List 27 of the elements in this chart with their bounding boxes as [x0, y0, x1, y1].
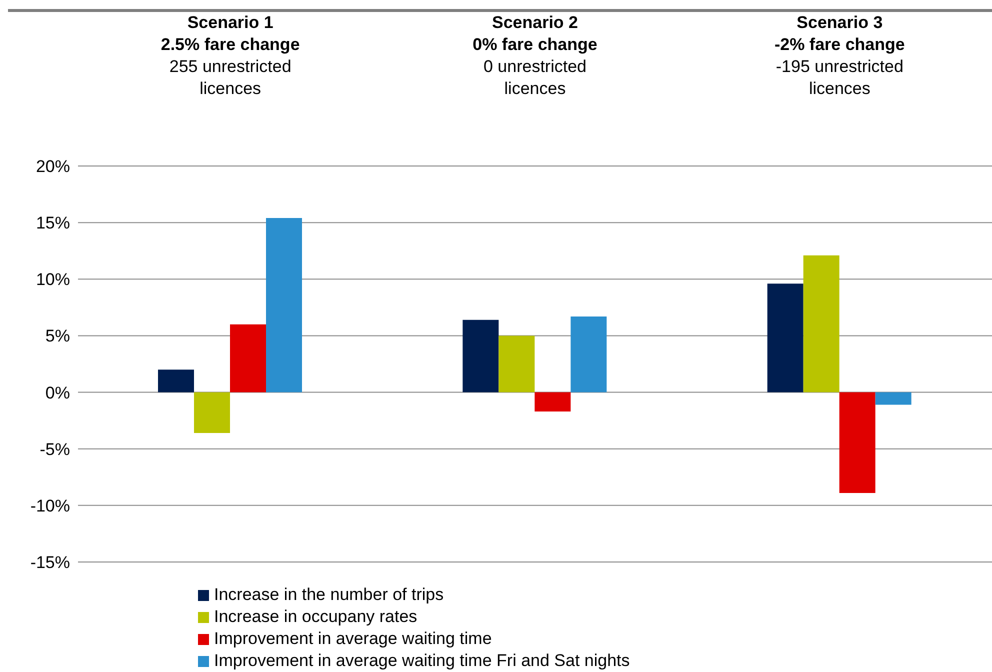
bar	[570, 316, 607, 392]
bar	[839, 392, 876, 493]
bar	[767, 284, 804, 392]
bar	[462, 320, 499, 392]
x-tick-label: Scenario 3 -2% fare change -195 unrestricted licences	[774, 13, 905, 98]
bar	[534, 392, 571, 412]
y-tick-label: 0%	[45, 383, 70, 402]
bar	[194, 392, 230, 434]
legend-label: Increase in occupany rates	[214, 606, 418, 628]
legend-label: Improvement in average waiting time	[214, 628, 492, 650]
legend-label: Increase in the number of trips	[214, 584, 444, 606]
y-tick-label: -10%	[30, 496, 70, 516]
y-tick-label: 20%	[36, 157, 70, 176]
x-tick-label: Scenario 2 0% fare change 0 unrestricted licences	[472, 13, 598, 98]
x-tick-label: Scenario 1 2.5% fare change 255 unrestricted licences	[160, 13, 300, 98]
y-tick-label: 5%	[45, 326, 70, 346]
legend-label: Improvement in average waiting time Fri and Sat nights	[214, 650, 630, 672]
bar	[803, 255, 840, 392]
y-tick-label: 15%	[36, 214, 70, 233]
bar	[158, 370, 194, 392]
y-tick-label: 10%	[36, 270, 70, 290]
bar	[266, 218, 302, 392]
bar	[875, 392, 912, 405]
y-tick-label: -15%	[30, 553, 70, 572]
bar	[230, 324, 266, 392]
y-tick-label: -5%	[40, 440, 70, 459]
bar	[498, 336, 535, 392]
